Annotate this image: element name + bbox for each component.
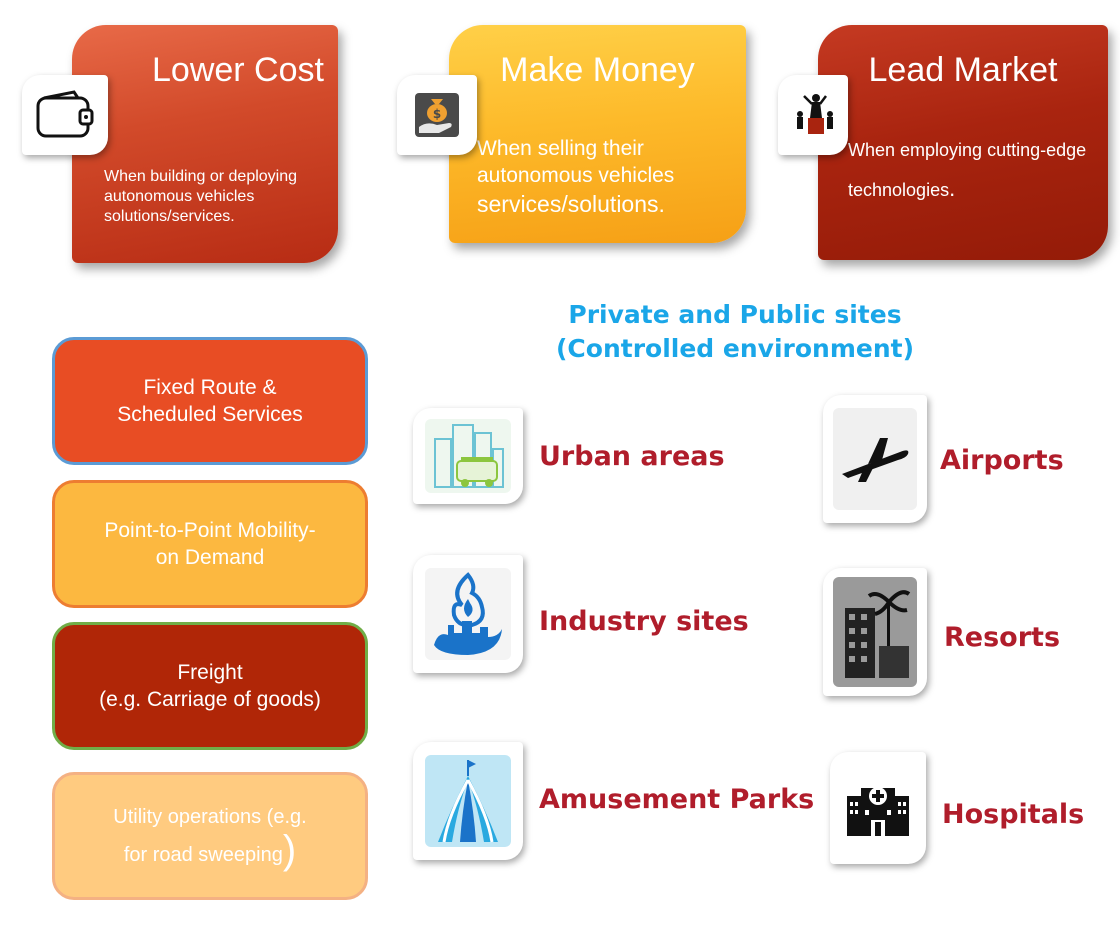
card-title: Lower Cost [152, 51, 324, 89]
industry-icon-frame [413, 555, 523, 673]
circus-tent-icon [437, 760, 498, 843]
site-label-hospitals: Hospitals [942, 799, 1085, 830]
wallet-icon [36, 90, 94, 138]
sites-heading: Private and Public sites (Controlled env… [500, 298, 970, 366]
site-label-amusement-parks: Amusement Parks [539, 784, 815, 815]
service-fixed-route: Fixed Route & Scheduled Services [52, 337, 368, 465]
card-description-small: When selling their autonomous vehicles [477, 137, 675, 188]
service-line1: Utility operations (e.g. [113, 806, 307, 828]
card-title: Lead Market [868, 51, 1058, 89]
airplane-icon [842, 437, 909, 482]
lead-market-card: Lead Market When employing cutting-edge … [818, 25, 1108, 260]
hospital-icon [847, 786, 909, 836]
resort-icon-frame [823, 568, 927, 696]
service-line2: Scheduled Services [117, 403, 303, 426]
service-paren: ) [282, 828, 297, 872]
sites-heading-line2: (Controlled environment) [556, 333, 914, 363]
service-utility-operations: Utility operations (e.g. for road sweepi… [52, 772, 368, 900]
site-label-industry-sites: Industry sites [539, 606, 749, 637]
site-label-urban-areas: Urban areas [539, 441, 725, 472]
airport-icon-frame [823, 395, 927, 523]
urban-icon-frame [413, 408, 523, 504]
service-line2: (e.g. Carriage of goods) [99, 688, 321, 711]
service-line2: on Demand [155, 546, 265, 569]
industry-flame-icon [433, 572, 502, 655]
service-line1: Point-to-Point Mobility- [104, 518, 316, 542]
leader-icon-frame [778, 75, 848, 155]
resort-palm-icon [845, 590, 911, 678]
site-label-airports: Airports [940, 445, 1064, 476]
card-description-end: . [949, 176, 956, 202]
amusement-icon-frame [413, 742, 523, 860]
card-description: When building or deploying autonomous ve… [104, 168, 298, 225]
money-icon-frame: $ [397, 75, 477, 155]
card-description: When selling their autonomous vehicles s… [477, 135, 737, 219]
service-line2: for road sweeping [123, 844, 283, 866]
service-line1: Freight [177, 660, 243, 684]
svg-text:$: $ [433, 107, 441, 121]
urban-buildings-icon [433, 424, 504, 488]
service-point-to-point: Point-to-Point Mobility- on Demand [52, 480, 368, 608]
site-label-resorts: Resorts [944, 622, 1061, 653]
money-bag-hand-icon: $ [415, 93, 459, 137]
sites-heading-line1: Private and Public sites [568, 300, 902, 329]
make-money-card: Make Money When selling their autonomous… [449, 25, 746, 243]
card-description-text: When employing cutting-edge technologies [848, 140, 1087, 201]
leader-group-icon [792, 92, 834, 138]
wallet-icon-frame [22, 75, 108, 155]
card-description-large: services/solutions. [477, 190, 665, 217]
service-freight: Freight (e.g. Carriage of goods) [52, 622, 368, 750]
hospital-icon-frame [830, 752, 926, 864]
card-title: Make Money [500, 51, 695, 89]
service-line1: Fixed Route & [143, 375, 277, 399]
card-description: When employing cutting-edge technologies… [848, 133, 1088, 211]
lower-cost-card: Lower Cost When building or deploying au… [72, 25, 338, 263]
